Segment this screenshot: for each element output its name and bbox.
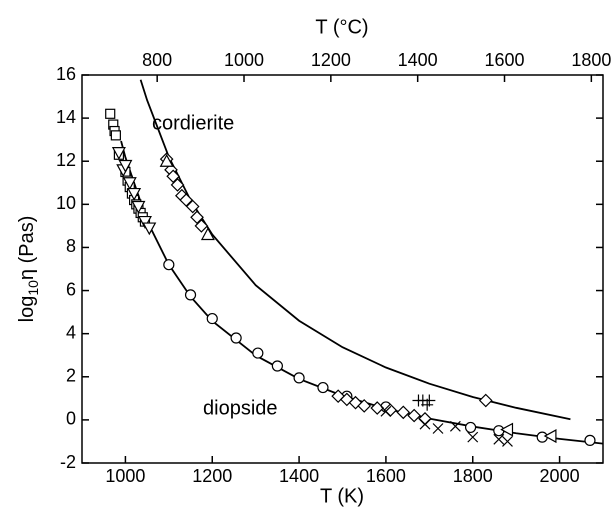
marker-square [105, 108, 116, 119]
y-tick-label: 10 [56, 193, 76, 213]
marker-cross [449, 420, 461, 432]
marker-triangle-up [200, 227, 215, 241]
marker-diamond [418, 411, 432, 426]
y-tick-label: 2 [66, 366, 76, 386]
plot-frame [81, 74, 604, 464]
marker-triangle-up [159, 153, 174, 167]
marker-circle [293, 372, 305, 384]
y-tick-label: 4 [66, 322, 76, 342]
marker-circle [584, 434, 596, 446]
y-tick-label: 0 [66, 409, 76, 429]
marker-cross [502, 436, 513, 447]
marker-diamond [190, 210, 204, 225]
y-tick-label: 12 [56, 150, 76, 170]
marker-triangle-left [500, 422, 514, 437]
marker-circle [252, 347, 264, 359]
marker-triangle-down [137, 215, 152, 229]
x-tick-label: 1000 [105, 466, 145, 486]
marker-diamond [185, 199, 200, 214]
y-label-rest: η (Pas) [16, 216, 38, 280]
marker-diamond [478, 393, 493, 408]
marker-cross [380, 405, 392, 417]
marker-diamond [179, 193, 194, 207]
marker-circle [206, 312, 218, 325]
marker-circle [271, 360, 283, 372]
x2-axis-label: T (°C) [315, 16, 368, 38]
x2-tick-label: 1000 [224, 50, 264, 70]
y-tick-label: 16 [56, 64, 76, 84]
marker-cross [493, 433, 505, 445]
marker-square [110, 130, 121, 141]
x-axis-label: T (K) [320, 485, 364, 507]
marker-diamond [357, 399, 372, 413]
marker-circle [184, 289, 197, 301]
plot-area [105, 79, 603, 447]
y-tick-label: 14 [56, 107, 76, 127]
marker-triangle-down [131, 200, 146, 214]
y-label-main: log [16, 296, 38, 323]
marker-circle [317, 381, 329, 394]
marker-cross [432, 423, 444, 434]
x-tick-label: 1400 [279, 466, 319, 486]
x-tick-label: 2000 [540, 466, 580, 486]
annotation: cordierite [152, 112, 234, 134]
marker-diamond [339, 392, 354, 407]
marker-circle [464, 421, 477, 434]
x-tick-label: 1800 [453, 466, 493, 486]
marker-triangle-down [118, 159, 133, 173]
x2-tick-label: 1200 [311, 50, 351, 70]
marker-circle [163, 259, 175, 271]
x-tick-label: 1200 [192, 466, 232, 486]
annotation: diopside [203, 397, 278, 419]
x-tick-label: 1600 [366, 466, 406, 486]
marker-circle [230, 332, 242, 344]
x2-tick-label: 800 [142, 50, 172, 70]
y-axis-label: log10η (Pas) [16, 216, 40, 323]
marker-triangle-down [122, 177, 137, 191]
marker-diamond [166, 169, 181, 184]
marker-cross [467, 431, 479, 443]
marker-cross [419, 418, 431, 430]
marker-diamond [194, 219, 209, 233]
x2-tick-label: 1400 [398, 50, 438, 70]
marker-triangle-down [111, 147, 126, 160]
x2-tick-label: 1600 [484, 50, 524, 70]
marker-diamond [407, 408, 421, 423]
marker-triangle-left [543, 429, 557, 444]
y-tick-label: 8 [66, 236, 76, 256]
y-tick-label: -2 [60, 452, 76, 472]
marker-diamond [396, 405, 411, 420]
y-label-sub: 10 [25, 280, 41, 296]
marker-triangle-down [127, 187, 142, 201]
marker-plus [421, 398, 434, 411]
y-tick-label: 6 [66, 279, 76, 299]
marker-diamond [170, 178, 185, 192]
marker-triangle-down [142, 222, 157, 236]
x2-tick-label: 1800 [571, 50, 611, 70]
